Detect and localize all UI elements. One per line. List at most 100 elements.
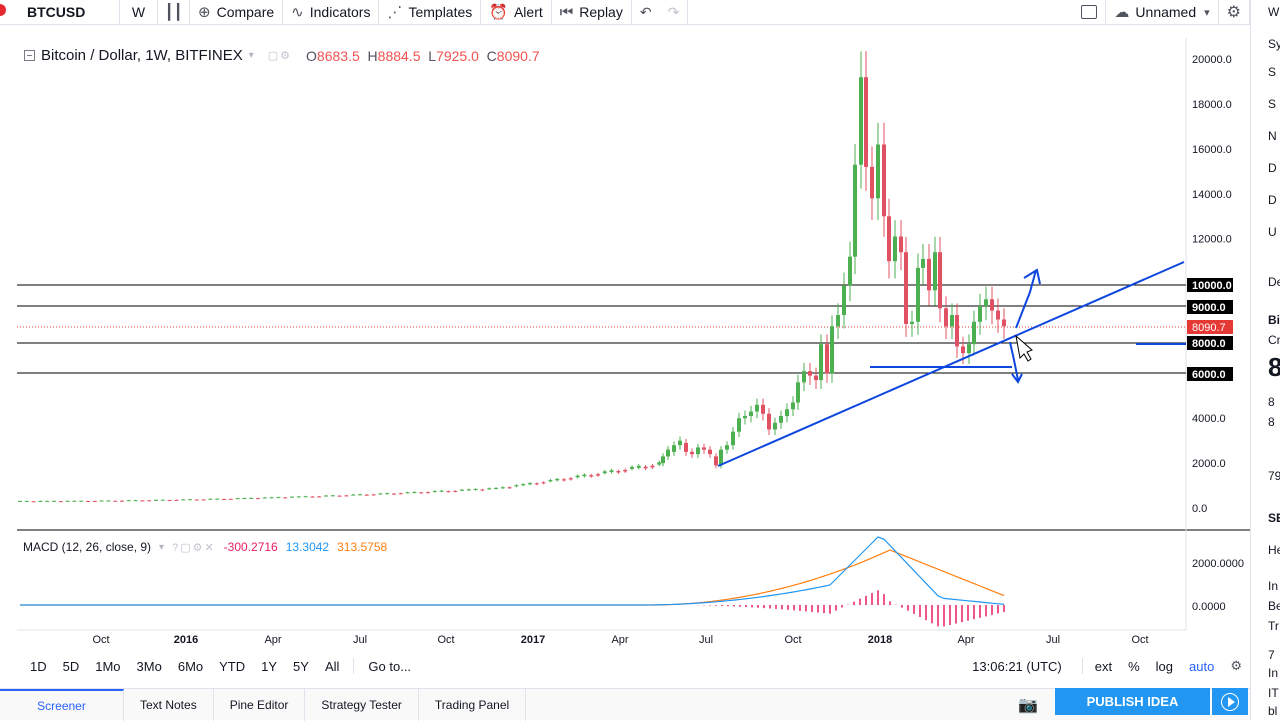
- redo-button[interactable]: ↷: [660, 0, 689, 25]
- candle-body: [955, 315, 959, 347]
- camera-icon[interactable]: 📷: [1018, 696, 1038, 714]
- percent-scale-button[interactable]: %: [1128, 658, 1140, 674]
- chevron-down-icon[interactable]: ▾: [159, 541, 165, 553]
- timeframe-1y[interactable]: 1Y: [261, 658, 278, 674]
- clock[interactable]: 13:06:21 (UTC): [972, 658, 1062, 674]
- goto-button[interactable]: Go to...: [368, 658, 412, 674]
- candle-body: [927, 258, 931, 291]
- candle-body: [984, 299, 988, 307]
- candle-body: [494, 487, 498, 489]
- candle-body: [836, 315, 840, 327]
- layout-save-button[interactable]: ☁ Unnamed ▾: [1106, 0, 1219, 25]
- replay-label: Replay: [579, 4, 623, 20]
- sidebar-text: Be: [1268, 599, 1280, 613]
- compare-button[interactable]: ⊕ Compare: [190, 0, 284, 25]
- macd-title[interactable]: MACD (12, 26, close, 9): [23, 540, 152, 554]
- alert-label: Alert: [513, 4, 543, 20]
- candle-body: [242, 498, 247, 500]
- alert-button[interactable]: ⏰ Alert: [481, 0, 552, 25]
- drawings[interactable]: [717, 261, 1186, 467]
- timeframe-all[interactable]: All: [324, 658, 340, 674]
- time-tick-label: Jul: [1046, 634, 1060, 646]
- interval-button[interactable]: W: [120, 0, 158, 25]
- timeframe-1d[interactable]: 1D: [30, 658, 47, 674]
- timeframe-6mo[interactable]: 6Mo: [177, 658, 204, 674]
- tab-trading-panel[interactable]: Trading Panel: [419, 688, 527, 721]
- time-tick-label: Oct: [92, 634, 109, 646]
- layout-name: Unnamed: [1135, 4, 1197, 20]
- timeframe-5d[interactable]: 5D: [62, 658, 80, 674]
- price-label-box: [1187, 278, 1233, 292]
- symbol-search[interactable]: BTCUSD: [0, 0, 120, 25]
- series-title[interactable]: Bitcoin / Dollar, 1W, BITFINEX: [41, 47, 243, 64]
- time-axis[interactable]: Oct 2016 Apr Jul Oct 2017 Apr Jul Oct 2018 Apr Jul O…: [92, 634, 1148, 646]
- sidebar-text: De: [1268, 275, 1280, 289]
- fullscreen-layout-button[interactable]: [1073, 0, 1107, 25]
- candle-body: [86, 501, 90, 503]
- candle-body: [910, 321, 914, 324]
- candle-body: [719, 449, 723, 466]
- sidebar-text: D: [1268, 193, 1277, 207]
- candle-body: [188, 499, 192, 501]
- macd-signal-value: 313.5758: [337, 540, 388, 554]
- high-label: H: [367, 47, 378, 64]
- candle-body: [761, 404, 765, 414]
- bottom-tabs: Screener Text Notes Pine Editor Strategy…: [0, 688, 1250, 721]
- undo-button[interactable]: ↶: [632, 0, 660, 25]
- chart-settings-button[interactable]: ⚙: [1222, 658, 1250, 674]
- sidebar-text: Sy: [1268, 37, 1280, 51]
- candle-body: [802, 371, 806, 383]
- collapse-toggle-icon[interactable]: [24, 50, 35, 61]
- tab-strategy-tester[interactable]: Strategy Tester: [305, 688, 419, 721]
- replay-button[interactable]: ⏮ Replay: [552, 0, 632, 25]
- indicators-button[interactable]: ∿ Indicators: [283, 0, 380, 25]
- low-value: 7925.0: [436, 47, 479, 64]
- log-scale-button[interactable]: log: [1155, 658, 1174, 674]
- timeframe-ytd[interactable]: YTD: [219, 658, 246, 674]
- publish-video-button[interactable]: [1212, 688, 1248, 715]
- price-label-box: [1187, 300, 1233, 314]
- sidebar-text: IT: [1268, 686, 1279, 700]
- candle-body: [568, 478, 573, 480]
- price-chart[interactable]: 20000.0 18000.0 16000.0 14000.0 12000.0 4000.…: [0, 25, 1250, 685]
- templates-button[interactable]: ⋰ Templates: [379, 0, 482, 25]
- candle-body: [405, 492, 410, 494]
- chart-style-button[interactable]: ┃┃: [158, 0, 190, 25]
- extended-hours-button[interactable]: ext: [1094, 658, 1113, 674]
- price-scale[interactable]: 20000.0 18000.0 16000.0 14000.0 12000.0 4000.…: [1187, 54, 1244, 613]
- timeframe-1mo[interactable]: 1Mo: [95, 658, 121, 674]
- auto-scale-button[interactable]: auto: [1189, 658, 1215, 674]
- candle-body: [961, 346, 965, 354]
- candle-body: [616, 471, 621, 473]
- chevron-down-icon[interactable]: ▾: [248, 50, 254, 61]
- candle-body: [661, 456, 665, 464]
- tab-pine-editor[interactable]: Pine Editor: [214, 688, 306, 721]
- sidebar-text: Bi: [1268, 313, 1280, 327]
- settings-button[interactable]: ⚙: [1219, 0, 1250, 25]
- time-tick-label: 2018: [868, 634, 892, 646]
- tab-text-notes[interactable]: Text Notes: [124, 688, 214, 721]
- sidebar-text: N: [1268, 129, 1277, 143]
- macd-legend-icons[interactable]: ?▢⚙✕: [172, 541, 216, 554]
- tab-screener[interactable]: Screener: [0, 688, 124, 721]
- gear-icon: ⚙: [1230, 658, 1242, 673]
- candle-body: [548, 479, 553, 482]
- publish-idea-button[interactable]: PUBLISH IDEA: [1055, 688, 1210, 715]
- macd-line: [20, 536, 1005, 606]
- candle-body: [702, 447, 706, 450]
- macd-pane: [20, 536, 1005, 627]
- candle-body: [904, 252, 908, 324]
- candle-body: [113, 500, 118, 502]
- alarm-clock-icon: ⏰: [489, 4, 508, 21]
- candle-body: [249, 497, 254, 499]
- candle-body: [31, 501, 36, 503]
- timeframe-5y[interactable]: 5Y: [293, 658, 309, 674]
- candle-body: [859, 77, 863, 165]
- candle-body: [460, 489, 464, 491]
- play-icon: [1221, 692, 1239, 711]
- time-tick-label: Apr: [957, 634, 974, 646]
- timeframe-3mo[interactable]: 3Mo: [136, 658, 162, 674]
- price-label-box: [1187, 336, 1233, 350]
- candle-body: [602, 471, 607, 474]
- legend-settings-icons[interactable]: ▢⚙: [267, 50, 293, 62]
